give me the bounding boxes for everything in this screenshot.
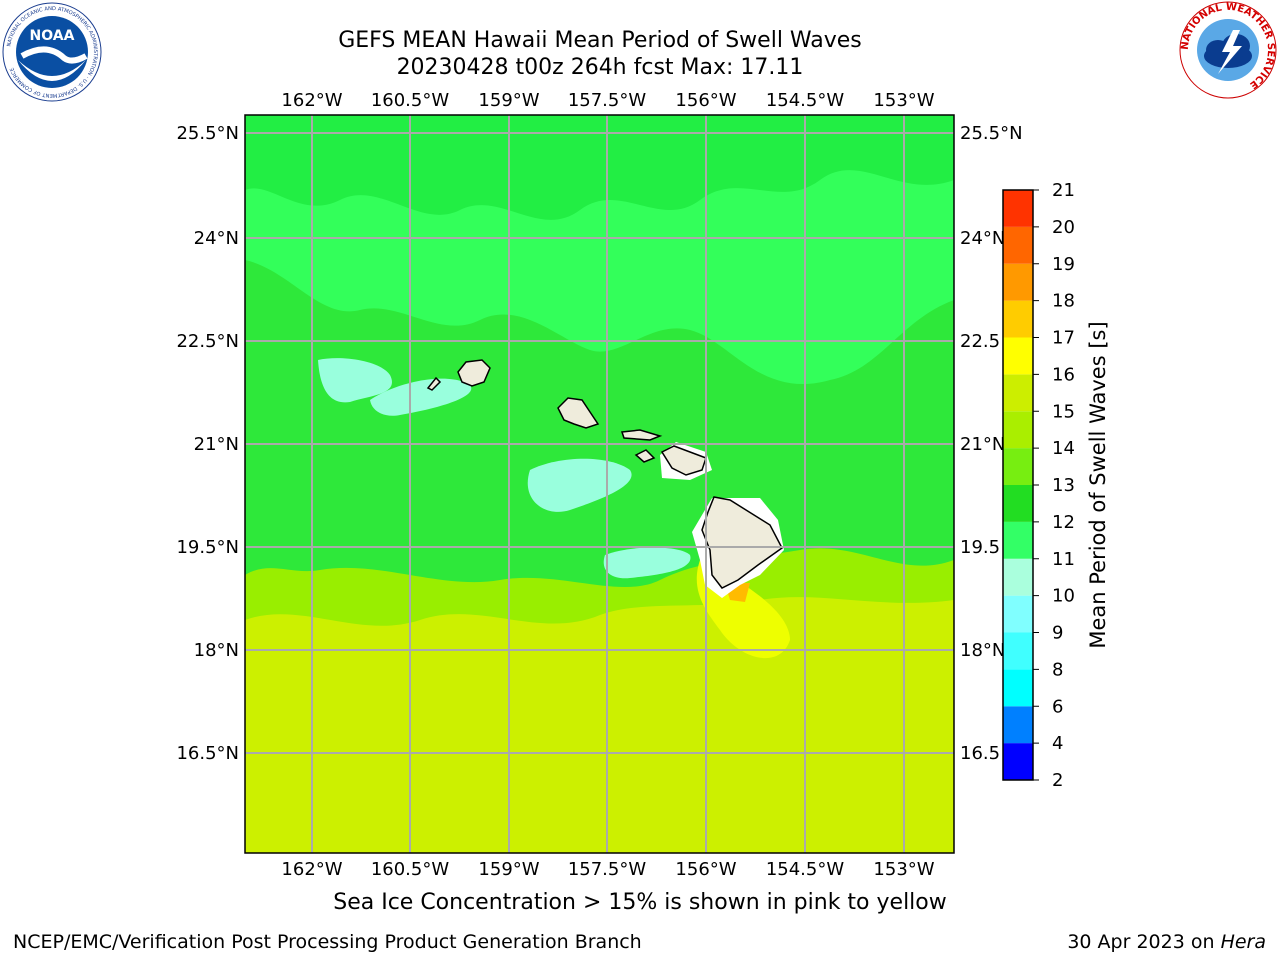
colorbar-tick-label: 16 bbox=[1052, 364, 1075, 385]
colorbar-segment bbox=[1003, 669, 1033, 707]
colorbar-tick-label: 11 bbox=[1052, 549, 1075, 570]
lon-tick-label-top: 157.5°W bbox=[568, 90, 647, 111]
colorbar-segment bbox=[1003, 743, 1033, 780]
noaa-logo-text: NOAA bbox=[30, 28, 75, 44]
lon-tick-label-bottom: 160.5°W bbox=[371, 859, 450, 880]
lon-tick-label-top: 159°W bbox=[478, 90, 539, 111]
island-niihau bbox=[426, 376, 442, 391]
colorbar-segment bbox=[1003, 411, 1033, 449]
colorbar-tick-label: 9 bbox=[1052, 623, 1063, 644]
lon-tick-label-bottom: 153°W bbox=[873, 859, 934, 880]
chart-title: GEFS MEAN Hawaii Mean Period of Swell Wa… bbox=[338, 28, 862, 53]
colorbar-tick-label: 2 bbox=[1052, 770, 1063, 791]
footer-date: 30 Apr 2023 on Hera bbox=[1067, 931, 1266, 953]
lat-tick-label-right: 19.5 bbox=[960, 537, 1000, 558]
colorbar-segment bbox=[1003, 300, 1033, 338]
sea-ice-note: Sea Ice Concentration > 15% is shown in … bbox=[333, 890, 947, 915]
lat-tick-label-left: 24°N bbox=[194, 228, 239, 249]
lon-tick-label-top: 154.5°W bbox=[766, 90, 845, 111]
lon-tick-label-top: 156°W bbox=[675, 90, 736, 111]
lat-tick-label-right: 18°N bbox=[960, 640, 1005, 661]
lat-tick-label-right: 24°N bbox=[960, 228, 1005, 249]
colorbar-segment bbox=[1003, 448, 1033, 485]
colorbar-tick-label: 8 bbox=[1052, 659, 1063, 680]
field-patch-cyan-1 bbox=[318, 358, 392, 403]
lat-tick-label-right: 21°N bbox=[960, 434, 1005, 455]
colorbar-tick-label: 15 bbox=[1052, 401, 1075, 422]
lat-tick-label-left: 18°N bbox=[194, 640, 239, 661]
colorbar-tick-label: 6 bbox=[1052, 696, 1063, 717]
lon-tick-label-bottom: 156°W bbox=[675, 859, 736, 880]
footer-date-text: 30 Apr 2023 on bbox=[1067, 931, 1221, 953]
island-hawaii bbox=[701, 496, 783, 589]
colorbar-segment bbox=[1003, 263, 1033, 301]
island-lanai bbox=[634, 449, 656, 463]
footer-host: Hera bbox=[1220, 931, 1266, 953]
lat-tick-label-right: 22.5 bbox=[960, 331, 1000, 352]
field-patch-cyan-3 bbox=[527, 458, 632, 512]
island-oahu bbox=[557, 397, 600, 429]
field-patch-cyan-4 bbox=[603, 547, 691, 579]
lat-tick-label-left: 22.5°N bbox=[176, 331, 239, 352]
map-frame bbox=[244, 114, 955, 854]
footer-credit: NCEP/EMC/Verification Post Processing Pr… bbox=[13, 931, 642, 953]
colorbar-tick-label: 4 bbox=[1052, 733, 1063, 754]
colorbar-tick-label: 19 bbox=[1052, 254, 1075, 275]
lon-tick-label-top: 162°W bbox=[281, 90, 342, 111]
island-kauai bbox=[457, 359, 491, 387]
field-band-11b bbox=[245, 115, 954, 220]
colorbar-segment bbox=[1003, 485, 1033, 522]
colorbar-segment bbox=[1003, 632, 1033, 670]
colorbar-segment bbox=[1003, 595, 1033, 633]
colorbar-segment bbox=[1003, 558, 1033, 596]
colorbar-segment bbox=[1003, 337, 1033, 375]
field-patch-cyan-2 bbox=[370, 378, 472, 416]
colorbar-tick-label: 13 bbox=[1052, 475, 1075, 496]
colorbar-tick-label: 21 bbox=[1052, 180, 1075, 201]
island-molokai bbox=[620, 429, 663, 441]
lon-tick-label-top: 153°W bbox=[873, 90, 934, 111]
lat-tick-label-left: 19.5°N bbox=[176, 537, 239, 558]
colorbar-segment bbox=[1003, 374, 1033, 412]
colorbar-segment bbox=[1003, 706, 1033, 744]
chart-subtitle-forecast: 20230428 t00z 264h fcst Max: 17.11 bbox=[396, 55, 804, 80]
colorbar-tick-label: 12 bbox=[1052, 512, 1075, 533]
colorbar-segment bbox=[1003, 521, 1033, 559]
colorbar-segment bbox=[1003, 226, 1033, 264]
lat-tick-label-left: 25.5°N bbox=[176, 123, 239, 144]
map-field bbox=[245, 115, 954, 853]
lat-tick-label-left: 21°N bbox=[194, 434, 239, 455]
colorbar-tick-label: 20 bbox=[1052, 217, 1075, 238]
lon-tick-label-top: 160.5°W bbox=[371, 90, 450, 111]
nws-logo: NATIONAL WEATHER SERVICE bbox=[1179, 1, 1277, 99]
colorbar-tick-label: 14 bbox=[1052, 438, 1075, 459]
colorbar-tick-label: 17 bbox=[1052, 328, 1075, 349]
noaa-logo: NOAA NATIONAL OCEANIC AND ATMOSPHERIC AD… bbox=[2, 2, 102, 102]
lat-tick-label-right: 16.5 bbox=[960, 743, 1000, 764]
colorbar-label: Mean Period of Swell Waves [s] bbox=[1086, 321, 1110, 649]
lon-tick-label-bottom: 159°W bbox=[478, 859, 539, 880]
lat-tick-label-left: 16.5°N bbox=[176, 743, 239, 764]
colorbar-segment bbox=[1003, 190, 1033, 227]
lon-tick-label-bottom: 154.5°W bbox=[766, 859, 845, 880]
lat-tick-label-right: 25.5°N bbox=[960, 123, 1023, 144]
colorbar-tick-label: 10 bbox=[1052, 586, 1075, 607]
lon-tick-label-bottom: 157.5°W bbox=[568, 859, 647, 880]
lon-tick-label-bottom: 162°W bbox=[281, 859, 342, 880]
island-maui bbox=[660, 445, 707, 476]
colorbar-tick-label: 18 bbox=[1052, 291, 1075, 312]
